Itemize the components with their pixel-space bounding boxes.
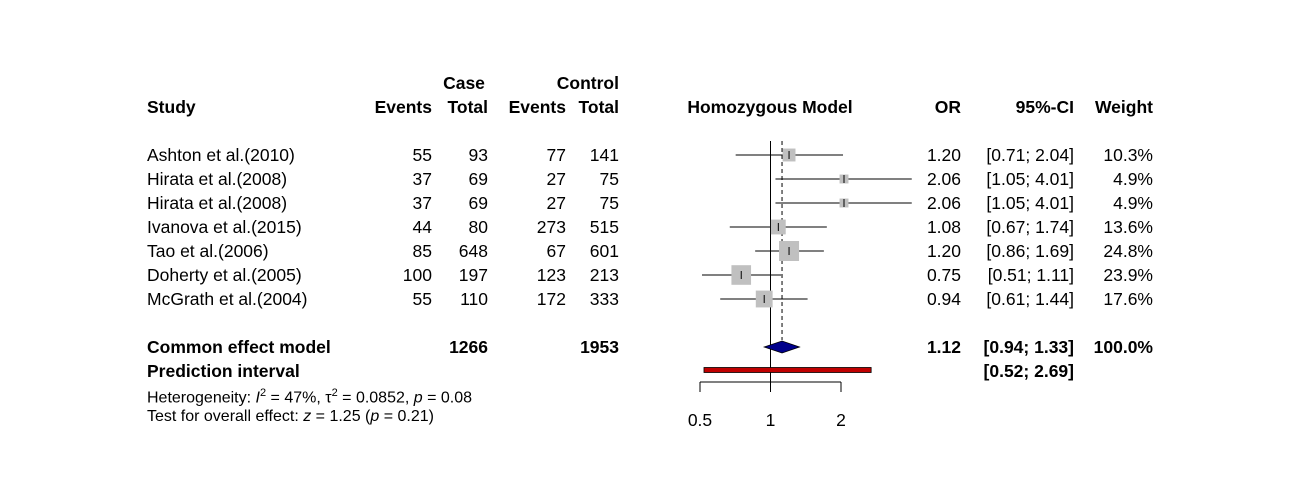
tau-symbol: τ xyxy=(325,389,332,407)
control-events: 27 xyxy=(546,193,566,213)
header-control-events: Events xyxy=(508,97,566,117)
z-symbol: z xyxy=(303,408,312,425)
study-weight: 4.9% xyxy=(1113,193,1153,213)
study-or: 1.20 xyxy=(926,145,961,165)
common-case-total: 1266 xyxy=(449,337,488,357)
tau-sup: 2 xyxy=(331,387,338,399)
overall-p-value: = 0.21) xyxy=(379,408,434,425)
control-total: 333 xyxy=(589,289,619,309)
case-events: 100 xyxy=(402,265,432,285)
common-effect-label: Common effect model xyxy=(147,337,331,357)
control-events: 27 xyxy=(546,169,566,189)
control-total: 515 xyxy=(589,217,619,237)
study-or: 0.94 xyxy=(926,289,961,309)
x-axis-tick-label: 2 xyxy=(836,410,846,430)
control-events: 172 xyxy=(536,289,566,309)
tau-value: = 0.0852, xyxy=(337,389,414,407)
header-case-total: Total xyxy=(447,97,488,117)
control-total: 75 xyxy=(599,193,619,213)
study-ci: [0.51; 1.11] xyxy=(987,265,1074,285)
control-total: 75 xyxy=(599,169,619,189)
heterogeneity-prefix: Heterogeneity: xyxy=(147,389,256,407)
common-control-total: 1953 xyxy=(580,337,619,357)
x-axis-tick-label: 0.5 xyxy=(688,410,712,430)
common-or: 1.12 xyxy=(926,337,961,357)
study-ci: [1.05; 4.01] xyxy=(986,169,1074,189)
heterogeneity-text: Heterogeneity: I2 = 47%, τ2 = 0.0852, p … xyxy=(147,388,472,406)
prediction-interval-bar xyxy=(703,367,872,373)
overall-prefix: Test for overall effect: xyxy=(147,408,304,425)
header-control-total: Total xyxy=(578,97,619,117)
study-name: McGrath et al.(2004) xyxy=(147,289,308,309)
i-squared-value: = 47%, xyxy=(266,389,326,407)
header-or: OR xyxy=(934,97,961,117)
z-value: = 1.25 ( xyxy=(311,408,371,425)
study-or: 2.06 xyxy=(926,169,961,189)
study-ci: [0.67; 1.74] xyxy=(986,217,1074,237)
study-ci: [1.05; 4.01] xyxy=(986,193,1074,213)
study-or: 2.06 xyxy=(926,193,961,213)
i-squared-symbol: I xyxy=(255,389,260,407)
study-or: 1.08 xyxy=(926,217,961,237)
header-case: Case xyxy=(443,73,485,93)
x-axis-tick-label: 1 xyxy=(766,410,776,430)
common-effect-diamond xyxy=(762,340,801,354)
case-events: 44 xyxy=(412,217,432,237)
study-name: Hirata et al.(2008) xyxy=(147,169,288,189)
prediction-label: Prediction interval xyxy=(147,361,300,381)
study-weight: 24.8% xyxy=(1103,241,1153,261)
case-total: 69 xyxy=(468,169,488,189)
overall-p-symbol: p xyxy=(370,408,380,425)
study-ci: [0.61; 1.44] xyxy=(986,289,1074,309)
study-weight: 13.6% xyxy=(1103,217,1153,237)
case-total: 110 xyxy=(460,289,488,309)
p-symbol: p xyxy=(413,389,423,407)
case-total: 80 xyxy=(468,217,488,237)
case-events: 55 xyxy=(412,289,432,309)
header-ci: 95%-CI xyxy=(1015,97,1074,117)
study-weight: 10.3% xyxy=(1103,145,1153,165)
study-ci: [0.86; 1.69] xyxy=(986,241,1074,261)
case-events: 37 xyxy=(412,169,432,189)
control-total: 213 xyxy=(589,265,619,285)
study-name: Hirata et al.(2008) xyxy=(147,193,288,213)
study-name: Ivanova et al.(2015) xyxy=(147,217,302,237)
control-events: 123 xyxy=(536,265,566,285)
header-study: Study xyxy=(147,97,196,117)
heterogeneity-p-value: = 0.08 xyxy=(422,389,473,407)
case-events: 37 xyxy=(412,193,432,213)
common-weight: 100.0% xyxy=(1093,337,1153,357)
study-name: Doherty et al.(2005) xyxy=(147,265,302,285)
case-events: 55 xyxy=(412,145,432,165)
study-weight: 4.9% xyxy=(1113,169,1153,189)
case-total: 93 xyxy=(468,145,488,165)
header-weight: Weight xyxy=(1094,97,1153,117)
case-total: 648 xyxy=(458,241,488,261)
overall-effect-text: Test for overall effect: z = 1.25 (p = 0… xyxy=(147,409,434,425)
case-total: 69 xyxy=(468,193,488,213)
study-or: 0.75 xyxy=(926,265,961,285)
control-events: 67 xyxy=(546,241,566,261)
control-total: 141 xyxy=(589,145,619,165)
study-name: Ashton et al.(2010) xyxy=(147,145,295,165)
prediction-ci: [0.52; 2.69] xyxy=(983,361,1074,381)
study-ci: [0.71; 2.04] xyxy=(986,145,1074,165)
case-events: 85 xyxy=(412,241,432,261)
control-events: 273 xyxy=(536,217,566,237)
study-name: Tao et al.(2006) xyxy=(147,241,269,261)
study-weight: 23.9% xyxy=(1103,265,1153,285)
control-events: 77 xyxy=(546,145,566,165)
header-case-events: Events xyxy=(374,97,432,117)
common-ci: [0.94; 1.33] xyxy=(983,337,1074,357)
study-or: 1.20 xyxy=(926,241,961,261)
i-squared-sup: 2 xyxy=(259,387,267,399)
header-model: Homozygous Model xyxy=(687,97,853,117)
header-control: Control xyxy=(556,73,619,93)
study-weight: 17.6% xyxy=(1103,289,1153,309)
control-total: 601 xyxy=(589,241,619,261)
case-total: 197 xyxy=(458,265,488,285)
